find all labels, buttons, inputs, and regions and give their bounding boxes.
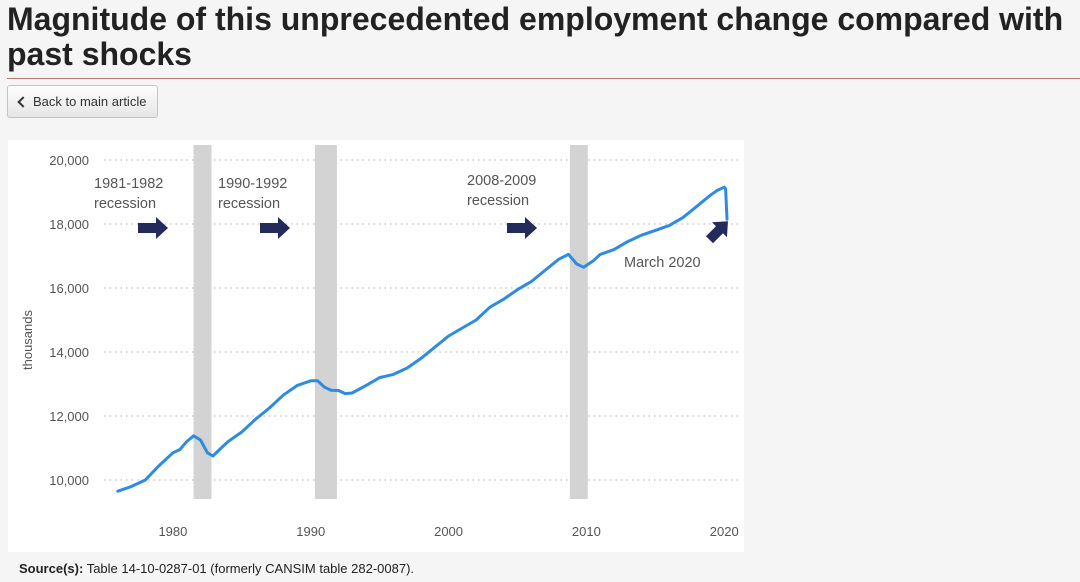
y-axis-label: thousands bbox=[20, 310, 35, 370]
source-label: Source(s): bbox=[19, 561, 84, 576]
recession-label-years: 2008-2009 bbox=[467, 173, 536, 189]
source-text: Table 14-10-0287-01 (formerly CANSIM tab… bbox=[86, 561, 415, 576]
chevron-left-icon bbox=[17, 95, 29, 108]
x-tick-label: 1990 bbox=[296, 524, 325, 539]
y-tick-label: 18,000 bbox=[49, 217, 89, 232]
right-arrow-icon bbox=[138, 217, 168, 239]
page-title: Magnitude of this unprecedented employme… bbox=[7, 1, 1064, 72]
recession-band bbox=[193, 145, 212, 499]
recession-band bbox=[569, 145, 588, 499]
diagonal-arrow-icon bbox=[705, 221, 728, 244]
recession-label-years: 1981-1982 bbox=[94, 176, 163, 192]
recession-label-word: recession bbox=[218, 196, 280, 212]
y-tick-label: 20,000 bbox=[49, 153, 89, 168]
title-divider bbox=[7, 78, 1080, 79]
y-tick-label: 10,000 bbox=[49, 473, 89, 488]
x-tick-label: 2000 bbox=[434, 524, 463, 539]
recession-band bbox=[314, 145, 337, 499]
chart-panel: 10,000 12,000 14,000 16,000 18,000 20,000 1980… bbox=[8, 140, 744, 552]
right-arrow-icon bbox=[507, 217, 537, 239]
x-tick-label: 1980 bbox=[158, 524, 187, 539]
y-tick-label: 16,000 bbox=[49, 281, 89, 296]
recession-label-years: 1990-1992 bbox=[218, 176, 287, 192]
employment-line-chart: 10,000 12,000 14,000 16,000 18,000 20,000 1980… bbox=[20, 145, 739, 539]
x-tick-label: 2010 bbox=[572, 524, 601, 539]
y-tick-label: 14,000 bbox=[49, 345, 89, 360]
x-tick-label: 2020 bbox=[710, 524, 739, 539]
recession-label-word: recession bbox=[467, 193, 529, 209]
back-button-label: Back to main article bbox=[33, 94, 147, 109]
y-tick-label: 12,000 bbox=[49, 409, 89, 424]
right-arrow-icon bbox=[260, 217, 290, 239]
recession-label-word: recession bbox=[94, 196, 156, 212]
source-note: Source(s): Table 14-10-0287-01 (formerly… bbox=[19, 561, 414, 576]
employment-series-line bbox=[116, 185, 729, 493]
annotation-label: March 2020 bbox=[624, 255, 701, 271]
back-to-main-article-button[interactable]: Back to main article bbox=[7, 85, 158, 118]
